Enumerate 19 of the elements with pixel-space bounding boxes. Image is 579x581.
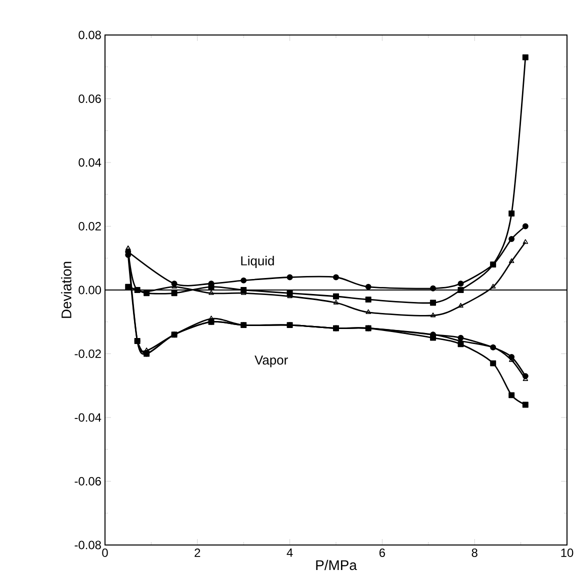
y-axis-title: Deviation (61, 262, 72, 318)
x-tick-label: 8 (472, 548, 478, 557)
y-tick-label: 0.02 (78, 222, 101, 230)
y-tick-label: -0.02 (74, 350, 101, 358)
y-tick-label: -0.08 (74, 540, 101, 550)
y-tick-label: 0.04 (78, 158, 102, 167)
x-tick-label: 6 (379, 548, 386, 557)
annotation: Vapor (254, 356, 288, 368)
x-axis-title: P/MPa (316, 560, 357, 570)
y-tick-label: -0.06 (74, 477, 101, 486)
y-tick-label: 0.00 (78, 286, 102, 294)
x-tick-label: 4 (286, 548, 293, 557)
x-tick-label: 2 (194, 548, 200, 557)
y-tick-label: -0.04 (74, 413, 102, 422)
y-tick-label: 0.08 (78, 30, 101, 40)
x-tick-label: 10 (561, 548, 574, 557)
x-tick-label: 0 (102, 548, 108, 557)
annotation: Liquid (241, 256, 274, 268)
y-tick-label: 0.06 (78, 94, 101, 103)
